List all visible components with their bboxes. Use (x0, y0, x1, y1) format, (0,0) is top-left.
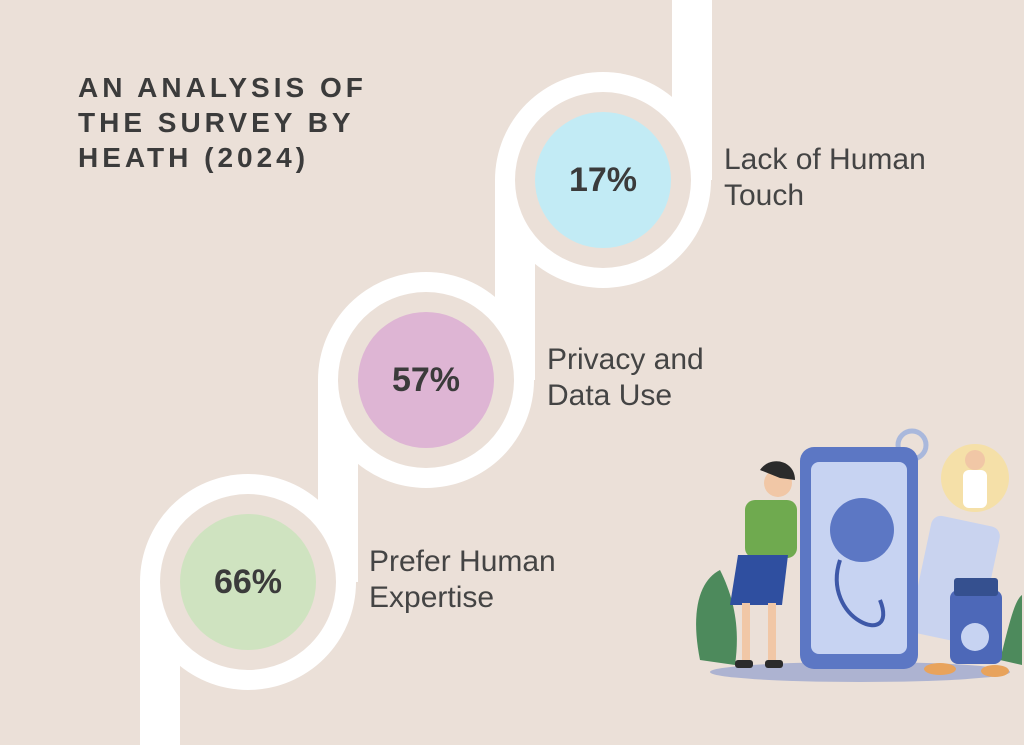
percentage: 57% (392, 361, 460, 399)
texts: AN ANALYSIS OF THE SURVEY BY HEATH (2024) 1… (78, 72, 926, 614)
item-label: Privacy and (547, 343, 704, 376)
item-label: Expertise (369, 581, 494, 614)
item-label: Lack of Human (724, 143, 926, 176)
item-label: Prefer Human (369, 545, 556, 578)
title-line: HEATH (2024) (78, 142, 309, 173)
value-circle (358, 312, 494, 448)
title-line: AN ANALYSIS OF (78, 72, 367, 103)
value-circle (180, 514, 316, 650)
rings (140, 72, 711, 690)
value-circle (535, 112, 671, 248)
percentage: 66% (214, 563, 282, 601)
illustration (696, 428, 1022, 682)
percentage: 17% (569, 161, 637, 199)
item-label: Touch (724, 179, 804, 212)
item-label: Data Use (547, 379, 672, 412)
title-line: THE SURVEY BY (78, 107, 355, 138)
